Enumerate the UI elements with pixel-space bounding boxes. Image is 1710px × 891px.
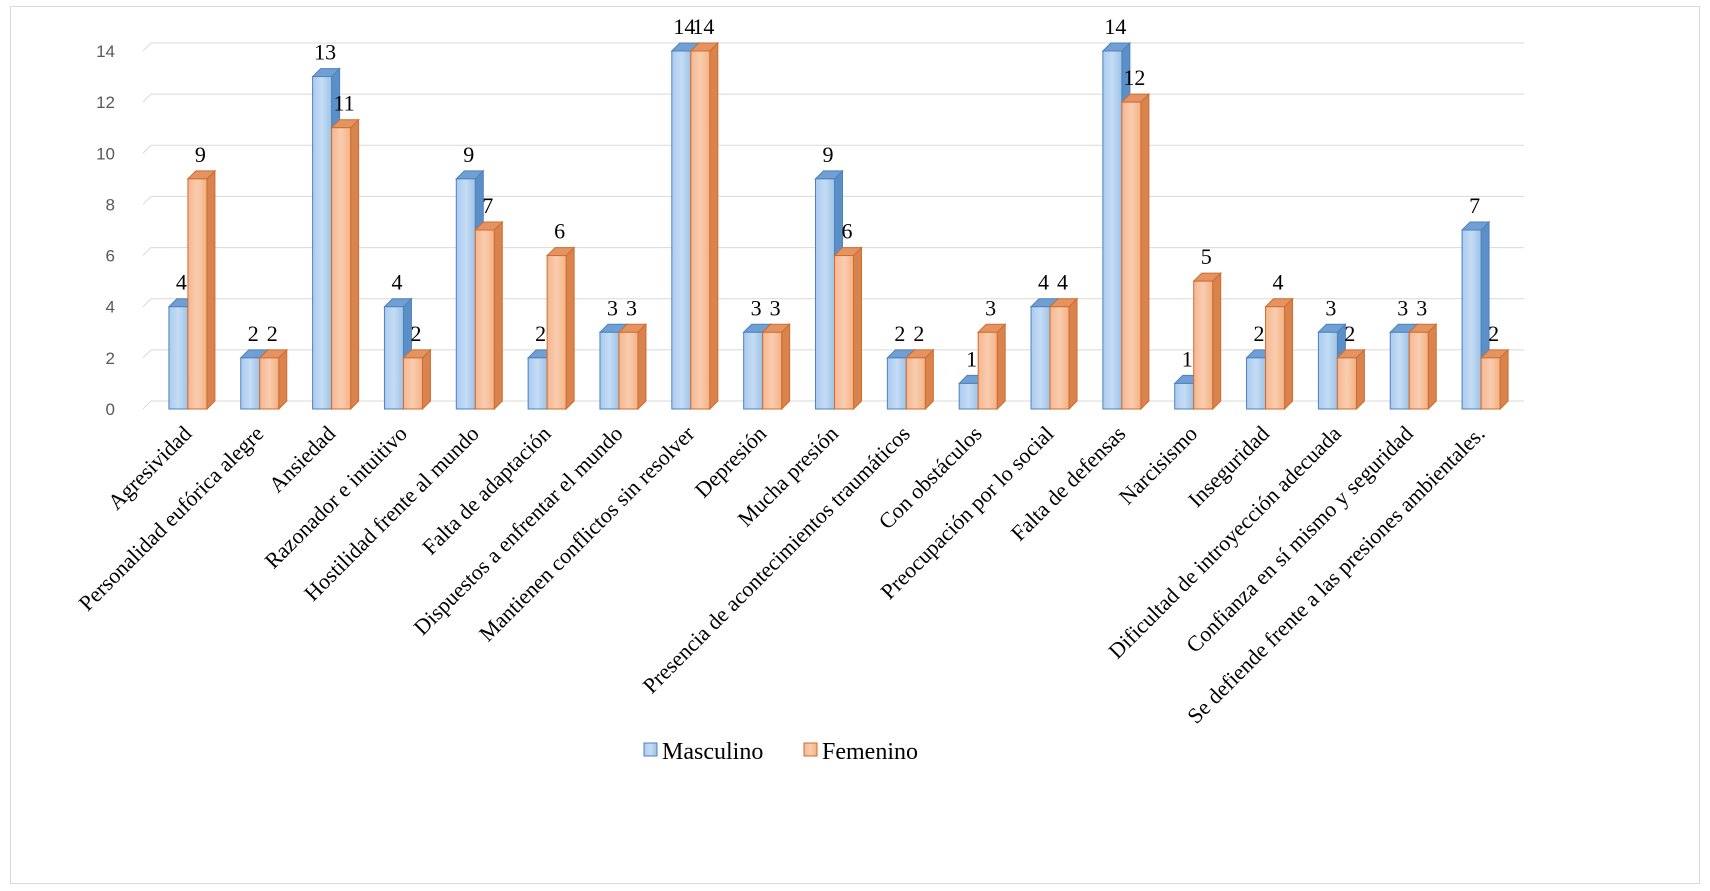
data-label: 4	[176, 270, 187, 295]
gridline-depth	[142, 93, 152, 103]
data-label: 6	[842, 219, 853, 244]
y-tick-label: 2	[106, 349, 115, 368]
bars	[167, 41, 1510, 411]
bar-femenino	[1264, 297, 1294, 411]
y-axis: 0 2 4 6 8 10 12 14	[96, 42, 115, 419]
data-label: 2	[410, 321, 421, 346]
y-tick-label: 14	[96, 42, 115, 61]
y-tick-label: 10	[96, 144, 115, 163]
data-label: 5	[1201, 244, 1212, 269]
data-label: 2	[1344, 321, 1355, 346]
data-label: 13	[314, 40, 336, 65]
data-label: 7	[482, 193, 493, 218]
y-tick-label: 12	[96, 93, 115, 112]
legend-label: Masculino	[662, 739, 763, 765]
bar-femenino	[1479, 348, 1510, 411]
data-label: 2	[267, 321, 278, 346]
data-label: 2	[535, 321, 546, 346]
gridline-depth	[142, 196, 152, 205]
bar-femenino	[474, 220, 504, 411]
bar-femenino	[545, 246, 576, 411]
data-label: 14	[692, 14, 714, 39]
data-label: 4	[391, 270, 402, 295]
bar-femenino	[1120, 92, 1151, 411]
data-label: 3	[1397, 295, 1408, 320]
gridline-depth	[142, 144, 152, 154]
bar-femenino	[186, 169, 217, 411]
gridline-depth	[142, 247, 152, 256]
data-label: 2	[248, 321, 259, 346]
bar-femenino	[761, 323, 791, 411]
bar-femenino	[1048, 297, 1079, 411]
data-label: 6	[554, 219, 565, 244]
data-label: 7	[1469, 193, 1480, 218]
data-label: 3	[1416, 295, 1427, 320]
gridline-depth	[142, 349, 152, 359]
y-tick-label: 8	[106, 195, 115, 214]
data-label: 9	[823, 142, 834, 167]
data-label: 1	[966, 346, 977, 371]
category-label: Falta de adaptación	[417, 421, 556, 560]
legend-swatch	[643, 742, 658, 757]
legend-swatch	[803, 742, 818, 757]
data-label: 3	[985, 295, 996, 320]
data-label: 2	[894, 321, 905, 346]
data-label: 9	[195, 142, 206, 167]
data-label: 3	[751, 295, 762, 320]
bar-femenino	[976, 323, 1007, 411]
legend: Masculino Femenino	[643, 739, 918, 765]
category-label: Presencia de acontecimientos traumáticos	[638, 421, 915, 698]
y-tick-label: 6	[106, 247, 115, 266]
y-tick-label: 0	[106, 400, 115, 419]
gridline-depth	[142, 298, 152, 308]
data-label: 3	[1325, 295, 1336, 320]
data-label: 12	[1123, 65, 1145, 90]
bar-femenino	[1408, 323, 1438, 411]
bar-femenino	[258, 348, 288, 411]
data-label: 1	[1182, 346, 1193, 371]
bar-femenino	[402, 348, 432, 411]
bar-femenino	[905, 348, 935, 411]
legend-label: Femenino	[822, 739, 918, 765]
data-label: 3	[626, 295, 637, 320]
legend-item-femenino: Femenino	[803, 739, 918, 765]
data-label: 4	[1038, 270, 1049, 295]
data-label: 14	[1104, 14, 1126, 39]
chart-frame: 0 2 4 6 8 10 12 14 4 9 2 2 13 11 4 2 9 7 2 6 3 3 14 14 3 3 9 6 2 2 1 3…	[10, 6, 1700, 884]
bar-femenino	[833, 246, 863, 411]
data-label: 2	[1254, 321, 1265, 346]
data-label: 9	[463, 142, 474, 167]
data-label: 4	[1057, 270, 1068, 295]
bar-femenino	[617, 323, 648, 411]
y-tick-label: 4	[106, 298, 115, 317]
data-label: 2	[913, 321, 924, 346]
data-label: 2	[1488, 321, 1499, 346]
bar-femenino	[1336, 348, 1366, 411]
bar-femenino	[330, 118, 360, 411]
data-label: 14	[673, 14, 695, 39]
data-label: 3	[770, 295, 781, 320]
bar-femenino	[689, 41, 720, 411]
bar-femenino	[1192, 271, 1222, 411]
data-label: 3	[607, 295, 618, 320]
gridline-depth	[142, 42, 152, 52]
data-label: 11	[334, 91, 355, 116]
gridline-depth	[142, 400, 152, 410]
data-label: 4	[1273, 270, 1284, 295]
legend-item-masculino: Masculino	[643, 739, 763, 765]
